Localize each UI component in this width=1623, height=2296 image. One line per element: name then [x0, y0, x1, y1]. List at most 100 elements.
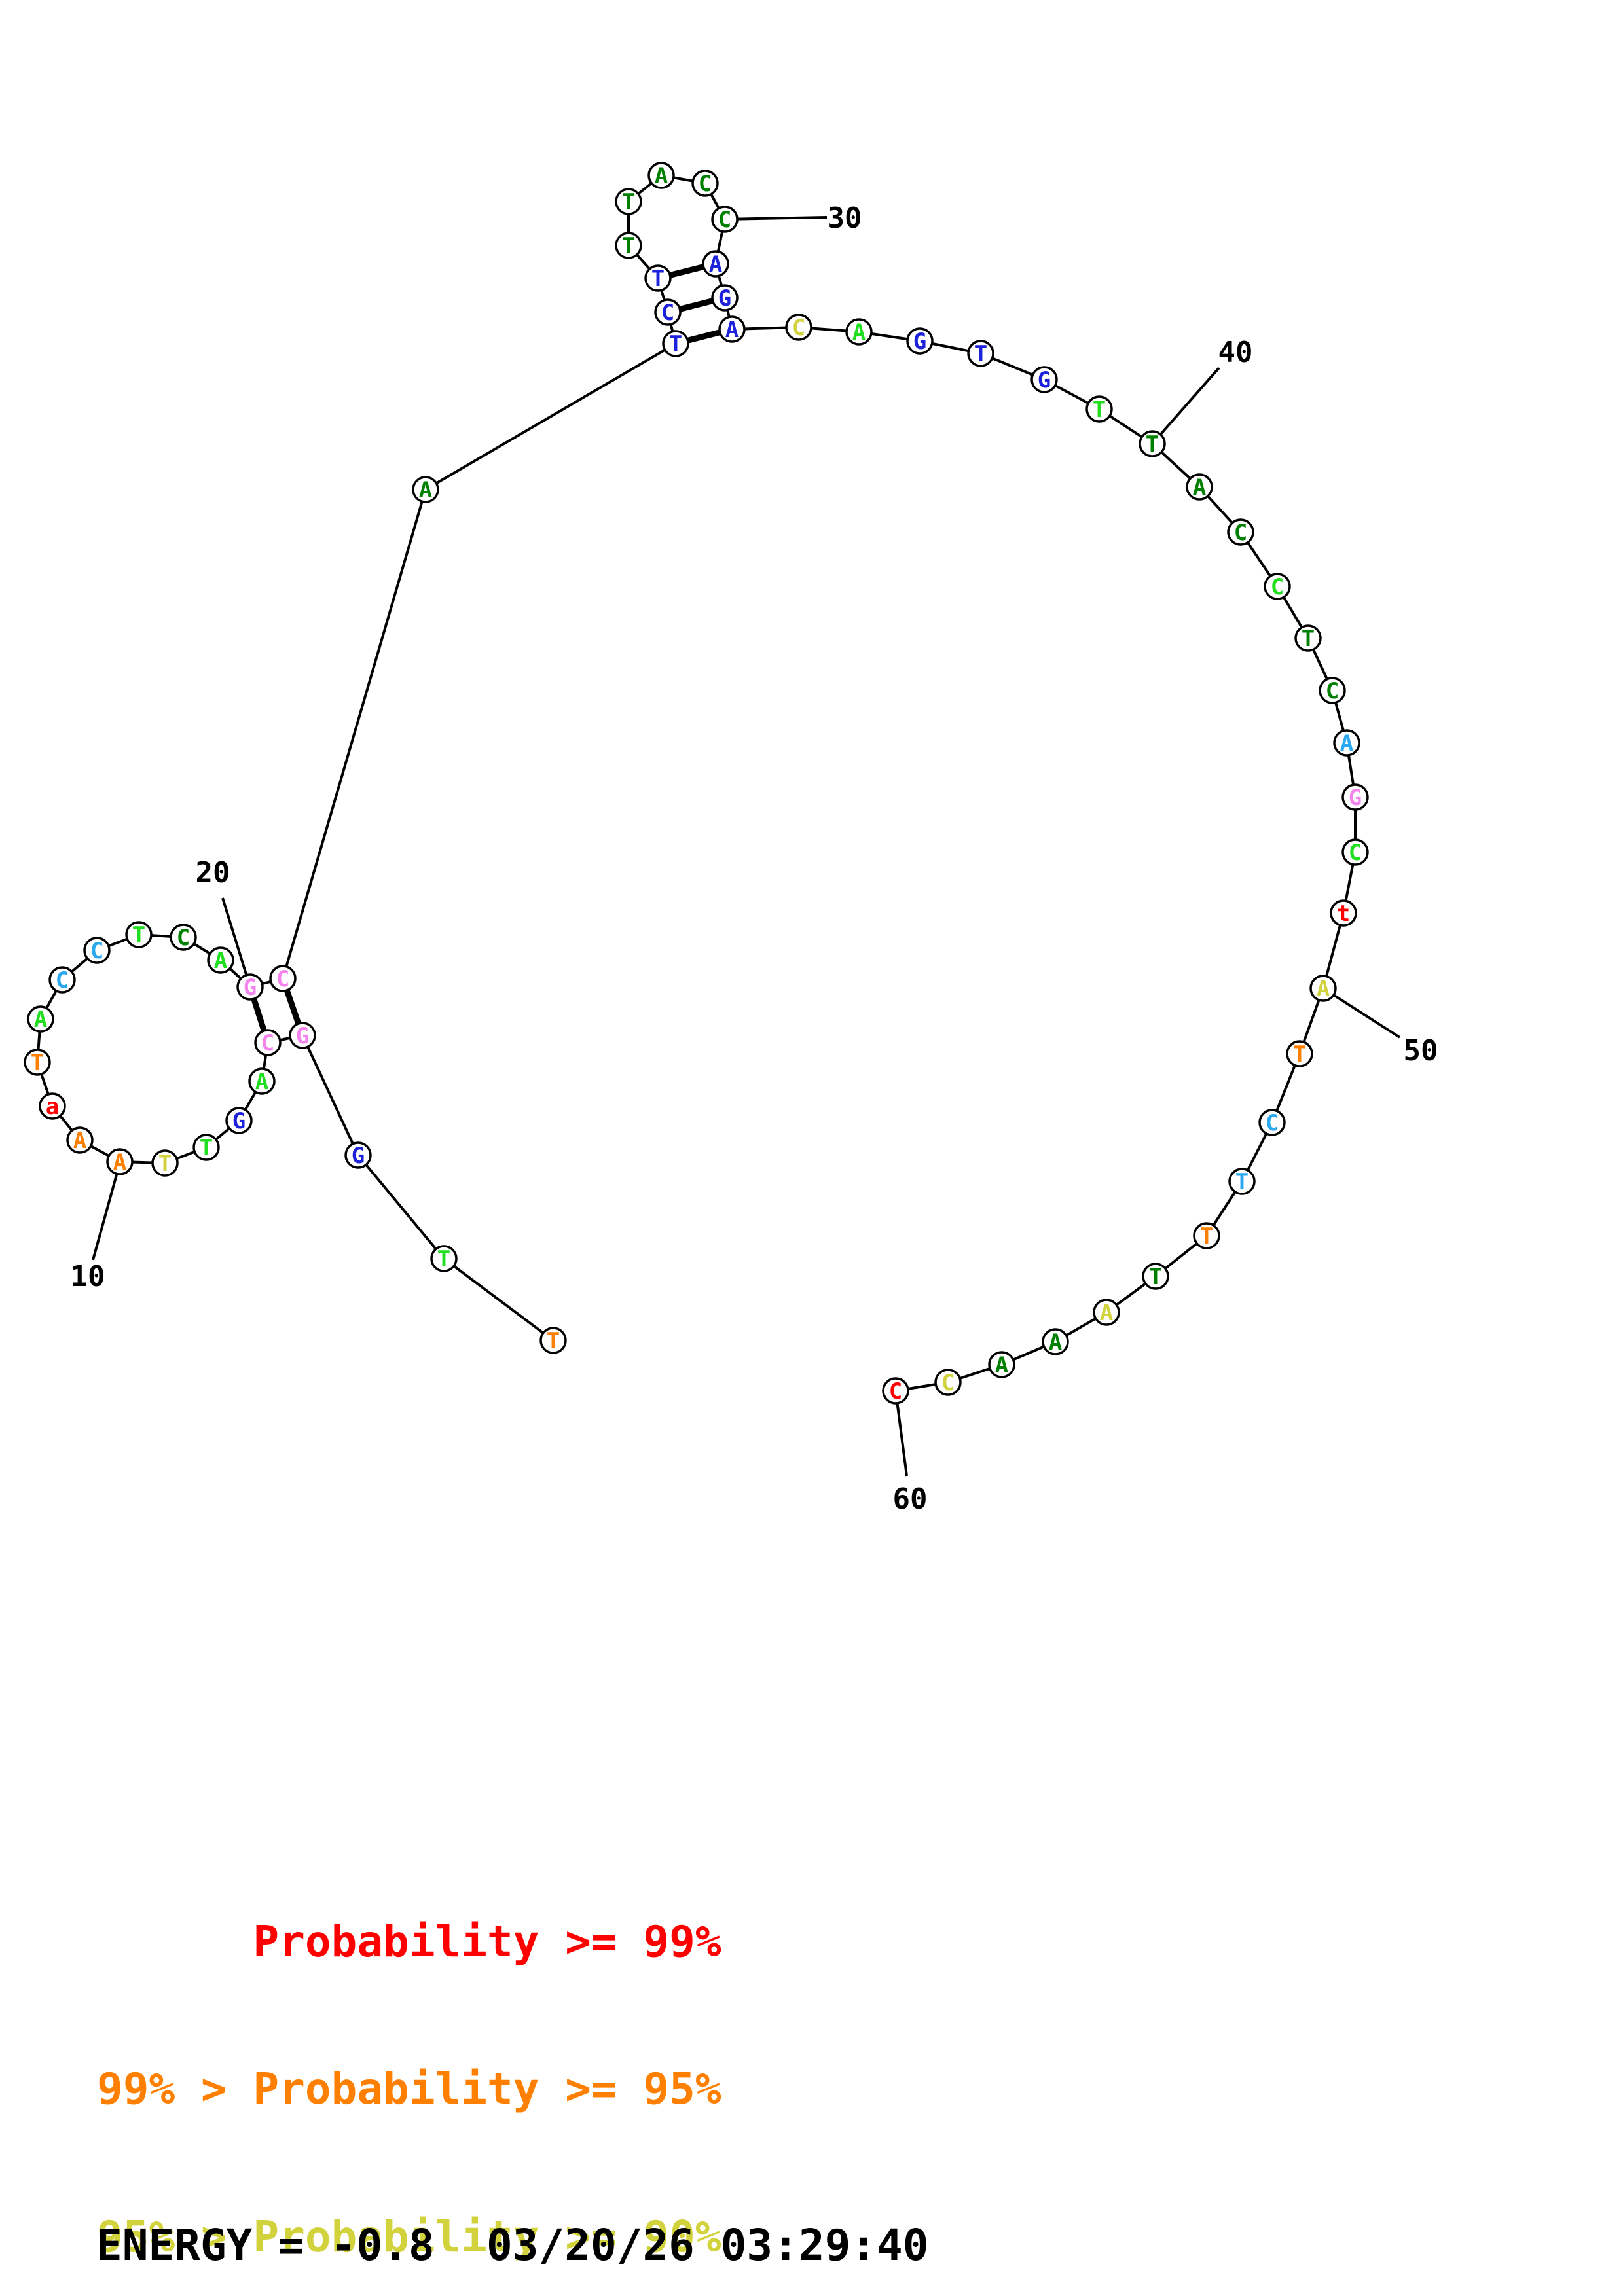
nucleotide-circle	[691, 170, 719, 197]
nucleotide-letter: G	[352, 1143, 365, 1169]
nucleotide-letter: C	[56, 967, 69, 994]
position-label: 20	[196, 856, 230, 889]
position-label: 50	[1404, 1034, 1438, 1067]
nucleotide-letter: T	[547, 1328, 560, 1354]
nucleotide-letter: G	[718, 285, 731, 312]
nucleotide-letter: T	[1093, 397, 1106, 423]
nucleotide-circle	[882, 1377, 909, 1405]
nucleotide-letter: A	[113, 1149, 126, 1175]
nucleotide-circle	[654, 298, 682, 326]
nucleotide-letter: C	[1266, 1110, 1279, 1136]
energy-footer: ENERGY = -0.8 03/20/26 03:29:40	[96, 2220, 929, 2270]
nucleotide-letter: C	[90, 938, 103, 964]
nucleotide-letter: C	[276, 966, 289, 992]
nucleotide-circle	[702, 250, 729, 278]
nucleotide-circle	[344, 1141, 372, 1169]
nucleotide-circle	[1030, 366, 1058, 393]
probability-legend: Probability >= 99% 99% > Probability >= …	[97, 1818, 721, 2296]
nucleotide-letter: T	[132, 922, 145, 948]
nucleotide-circle	[662, 330, 689, 357]
position-label: 10	[71, 1260, 105, 1293]
nucleotide-circle	[430, 1245, 458, 1272]
nucleotide-letter: A	[34, 1007, 47, 1033]
nucleotide-letter: A	[1340, 730, 1353, 757]
nucleotide-circle	[225, 1107, 253, 1134]
nucleotide-circle	[1186, 473, 1213, 501]
nucleotide-circle	[254, 1029, 282, 1056]
nucleotide-circle	[615, 232, 642, 259]
nucleotide-letter: C	[941, 1370, 955, 1396]
nucleotide-letter: A	[419, 477, 432, 503]
nucleotide-circle	[934, 1369, 962, 1396]
nucleotide-letter: C	[1326, 678, 1339, 704]
nucleotide-letter: a	[46, 1094, 59, 1120]
nucleotide-letter: A	[73, 1128, 86, 1154]
nucleotide-letter: T	[1302, 626, 1315, 652]
nucleotide-letter: T	[1293, 1041, 1306, 1067]
nucleotide-letter: T	[974, 341, 987, 367]
base-pair-bonds	[247, 260, 733, 1044]
nucleotide-letter: C	[177, 925, 190, 951]
nucleotide-circle	[236, 973, 264, 1001]
nucleotide-circle	[1258, 1109, 1286, 1136]
nucleotide-circle	[785, 314, 812, 341]
nucleotide-circle	[1042, 1328, 1069, 1355]
nucleotide-circle	[967, 340, 994, 367]
nucleotide-letter: A	[214, 948, 227, 974]
nucleotide-circle	[711, 206, 739, 233]
nucleotide-letter: G	[1349, 785, 1362, 811]
nucleotide-circle	[1294, 624, 1322, 652]
nucleotide-circle	[27, 1005, 54, 1033]
nucleotide-circle	[845, 318, 873, 346]
nucleotide-circle	[1193, 1222, 1220, 1249]
nucleotide-letter: A	[655, 163, 668, 189]
label-leader-lines	[92, 216, 1401, 1477]
nucleotide-circle	[1142, 1263, 1169, 1290]
nucleotide-letter: A	[1049, 1329, 1062, 1355]
nucleotide-letter: T	[1235, 1169, 1249, 1195]
position-label: 30	[828, 202, 862, 235]
nucleotide-circle	[207, 946, 234, 974]
backbone-links	[36, 174, 1357, 1392]
nucleotide-circle	[1227, 518, 1254, 546]
position-label-line	[894, 1390, 908, 1477]
nucleotide-circle	[644, 264, 672, 292]
nucleotide-circle	[48, 966, 76, 994]
nucleotide-circle	[1330, 899, 1357, 927]
nucleotide-circle	[1333, 729, 1360, 757]
position-labels: 10 20 30 40 50 60	[71, 202, 1438, 1516]
nucleotide-letter: C	[699, 171, 712, 197]
nucleotide-letter: A	[255, 1069, 268, 1095]
nucleotide-circle	[289, 1022, 316, 1049]
backbone-link	[357, 1154, 445, 1260]
nucleotide-letter: t	[1337, 901, 1350, 927]
nucleotide-letter: T	[622, 233, 635, 259]
nucleotide-circle	[615, 188, 642, 215]
nucleotide-circle	[24, 1049, 51, 1076]
position-label-line	[1322, 987, 1401, 1039]
position-label-line	[724, 216, 828, 221]
position-label-line	[1151, 367, 1220, 445]
nucleotide-circle	[647, 162, 675, 189]
nucleotide-circle	[248, 1067, 276, 1095]
nucleotide-circle	[1319, 677, 1346, 704]
nucleotide-circle	[1228, 1168, 1256, 1195]
nucleotide-letter: C	[1271, 574, 1284, 600]
nucleotide-circle	[1341, 838, 1369, 866]
nucleotide-letter: A	[725, 317, 739, 343]
nucleotide-letter: T	[1149, 1264, 1162, 1290]
nucleotide-circle	[539, 1327, 567, 1354]
nucleotide-letter: C	[1349, 840, 1362, 866]
nucleotide-letter: G	[232, 1108, 246, 1134]
legend-row-p90: 95% > Probability >= 90%	[97, 2212, 721, 2263]
nucleotide-letter: G	[296, 1023, 309, 1049]
nucleotide-letter: A	[995, 1352, 1008, 1378]
nucleotide-letter: T	[1200, 1223, 1213, 1249]
nucleotide-circle	[906, 327, 934, 355]
nucleotide-letter: C	[661, 300, 674, 326]
nucleotide-letter: G	[1038, 367, 1051, 393]
nucleotide-circles	[24, 162, 1369, 1405]
nucleotide-letter: A	[852, 319, 866, 346]
nucleotide-circle	[170, 924, 197, 951]
